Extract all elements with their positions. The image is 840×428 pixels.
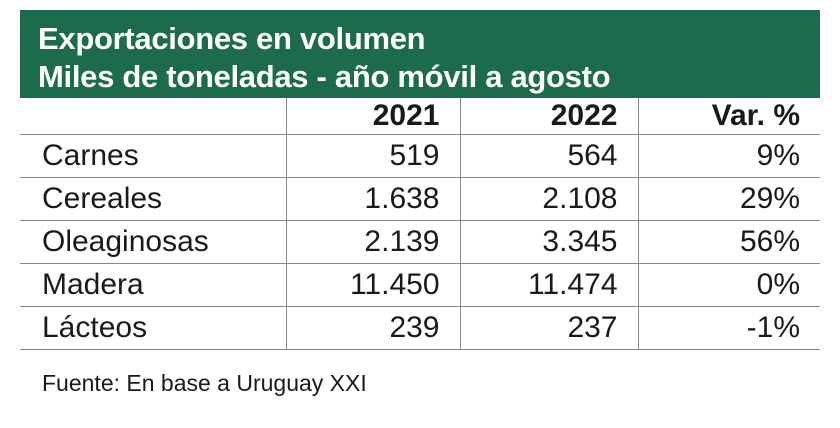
- cell-2021: 2.139: [285, 220, 460, 264]
- cell-2022: 11.474: [459, 263, 638, 307]
- row-label: Carnes: [20, 134, 286, 178]
- column-header-row: 2021 2022 Var. %: [20, 98, 820, 135]
- cell-2022: 3.345: [459, 220, 638, 264]
- column-header-2022: 2022: [459, 98, 638, 135]
- table-header-banner: Exportaciones en volumen Miles de tonela…: [20, 10, 820, 98]
- table-row: Cereales 1.638 2.108 29%: [20, 177, 820, 221]
- cell-2022: 237: [459, 306, 638, 350]
- column-header-var: Var. %: [637, 98, 820, 135]
- cell-2021: 519: [285, 134, 460, 178]
- cell-var: 9%: [637, 134, 820, 178]
- cell-2021: 11.450: [285, 263, 460, 307]
- cell-var: 29%: [637, 177, 820, 221]
- column-header-label: [20, 98, 286, 135]
- row-label: Oleaginosas: [20, 220, 286, 264]
- table-row: Madera 11.450 11.474 0%: [20, 263, 820, 307]
- row-label: Lácteos: [20, 306, 286, 350]
- table-row: Carnes 519 564 9%: [20, 134, 820, 178]
- table-row: Oleaginosas 2.139 3.345 56%: [20, 220, 820, 264]
- row-label: Cereales: [20, 177, 286, 221]
- cell-2021: 239: [285, 306, 460, 350]
- cell-var: -1%: [637, 306, 820, 350]
- column-header-2021: 2021: [285, 98, 460, 135]
- cell-2022: 564: [459, 134, 638, 178]
- row-label: Madera: [20, 263, 286, 307]
- table-row: Lácteos 239 237 -1%: [20, 306, 820, 350]
- cell-2021: 1.638: [285, 177, 460, 221]
- source-note: Fuente: En base a Uruguay XXI: [42, 370, 367, 396]
- cell-var: 0%: [637, 263, 820, 307]
- table-title: Exportaciones en volumen: [38, 21, 426, 56]
- cell-2022: 2.108: [459, 177, 638, 221]
- table-subtitle: Miles de toneladas - año móvil a agosto: [38, 59, 611, 94]
- data-table: 2021 2022 Var. % Carnes 519 564 9% Cerea…: [20, 98, 820, 350]
- cell-var: 56%: [637, 220, 820, 264]
